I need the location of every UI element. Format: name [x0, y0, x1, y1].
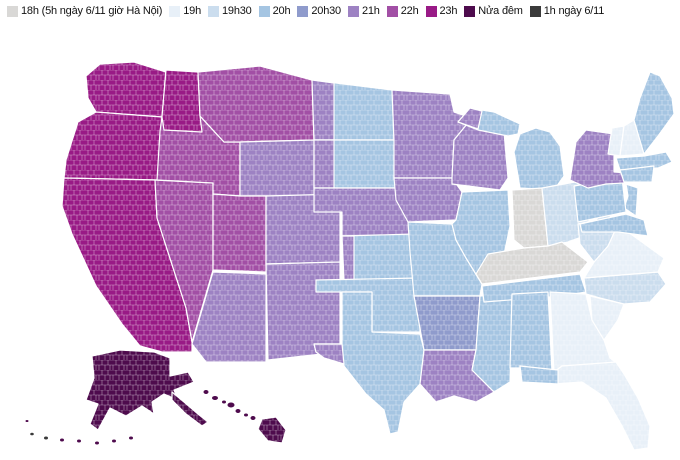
county-texture-ct-ri: [620, 166, 654, 182]
island-hi: [227, 402, 235, 408]
legend-item-20h: 20h: [258, 5, 291, 17]
legend-swatch-20h: [258, 6, 270, 17]
island-hi: [235, 409, 241, 413]
county-texture-ks-w: [342, 236, 354, 280]
county-texture-vt: [608, 126, 624, 156]
county-texture-mi-lp: [514, 128, 564, 190]
county-texture-ks: [342, 234, 416, 280]
legend-label-nua-dem: Nửa đêm: [478, 5, 523, 17]
island-ak-aleut-w: [44, 436, 48, 440]
states-layer: [25, 61, 675, 451]
county-texture-sd: [314, 140, 398, 188]
legend-swatch-22h: [386, 6, 398, 17]
legend-label-20h30: 20h30: [311, 5, 341, 17]
county-texture-pa: [574, 178, 626, 222]
county-texture-nc: [584, 272, 666, 304]
county-texture-fl: [520, 362, 650, 450]
legend-item-nua-dem: Nửa đêm: [464, 5, 523, 17]
county-texture-va: [584, 224, 664, 278]
county-texture-mn: [392, 90, 472, 178]
legend-item-20h30: 20h30: [297, 6, 341, 17]
island-ak-aleut-w: [30, 432, 34, 436]
legend-label-22h: 22h: [400, 5, 419, 17]
legend-item-18h: 18h (5h ngày 6/11 giờ Hà Nội): [7, 6, 162, 17]
county-texture-mi-up-w: [458, 108, 482, 129]
county-texture-nv: [155, 180, 213, 342]
county-texture-nd-w: [312, 80, 334, 140]
county-texture-ar: [414, 296, 480, 350]
legend-label-23h: 23h: [439, 5, 458, 17]
legend-label-19h30: 19h30: [222, 5, 252, 17]
county-texture-ne: [314, 188, 416, 236]
island-ak-aleut: [112, 439, 116, 443]
island-ak-aleut: [129, 436, 133, 440]
island-hi: [212, 396, 218, 400]
county-texture-wa: [86, 62, 166, 117]
county-texture-tx-w: [314, 344, 344, 364]
legend-item-19h: 19h: [169, 6, 201, 17]
island-ak-aleut: [95, 441, 99, 445]
county-texture-ky: [476, 242, 588, 284]
county-texture-in: [512, 188, 548, 248]
county-texture-az: [192, 272, 266, 362]
legend-label-20h: 20h: [272, 5, 291, 17]
county-texture-nj: [624, 184, 638, 216]
county-texture-ma: [616, 152, 672, 170]
legend-label-1h: 1h ngày 6/11: [543, 5, 605, 17]
legend-swatch-18h: [7, 6, 18, 17]
legend-item-19h30: 19h30: [208, 6, 252, 17]
island-ak-aleut: [77, 439, 81, 443]
county-texture-la: [420, 350, 494, 402]
county-texture-ak-se: [172, 392, 208, 426]
legend-item-21h: 21h: [347, 5, 380, 17]
county-texture-wy: [240, 140, 316, 198]
county-texture-sc: [590, 296, 624, 340]
island-ak-aleut: [60, 438, 64, 442]
county-texture-hi-big: [258, 417, 286, 443]
county-texture-wi: [452, 118, 508, 190]
legend-label-21h: 21h: [361, 5, 380, 17]
county-texture-ia: [394, 178, 462, 222]
county-texture-al: [510, 292, 552, 382]
county-texture-fl-ph: [520, 366, 558, 384]
legend-swatch-19h30: [208, 6, 220, 17]
county-texture-or: [64, 112, 162, 180]
county-texture-ca: [62, 178, 192, 352]
county-texture-ms: [472, 294, 512, 392]
legend-swatch-23h: [425, 6, 437, 17]
county-texture-ak: [86, 350, 194, 430]
legend-label-19h: 19h: [183, 5, 202, 17]
legend-swatch-19h: [169, 6, 181, 17]
legend-item-23h: 23h: [425, 5, 458, 17]
legend: 18h (5h ngày 6/11 giờ Hà Nội) 19h 19h30 20h…: [7, 6, 680, 17]
island-hi: [222, 400, 226, 404]
legend-swatch-1h: [529, 6, 541, 17]
county-texture-ga: [550, 292, 618, 372]
island-ak-aleut: [25, 420, 29, 422]
legend-swatch-20h30: [297, 6, 309, 17]
county-texture-sd-w: [314, 140, 334, 188]
legend-item-22h: 22h: [386, 5, 419, 17]
county-texture-nh: [620, 120, 644, 156]
county-texture-ut: [213, 194, 266, 272]
county-texture-mt: [198, 66, 315, 142]
county-texture-id-n: [162, 70, 202, 132]
legend-label-18h: 18h (5h ngày 6/11 giờ Hà Nội): [21, 5, 163, 17]
island-hi: [250, 416, 256, 420]
county-texture-mo: [408, 222, 482, 296]
legend-swatch-21h: [347, 6, 359, 17]
county-texture-tx: [314, 292, 424, 434]
legend-swatch-nua-dem: [464, 6, 476, 17]
county-texture-me: [634, 72, 674, 154]
legend-item-1h: 1h ngày 6/11: [529, 5, 605, 17]
county-texture-md-de: [580, 214, 648, 236]
island-hi: [203, 390, 209, 394]
island-hi: [244, 413, 248, 417]
